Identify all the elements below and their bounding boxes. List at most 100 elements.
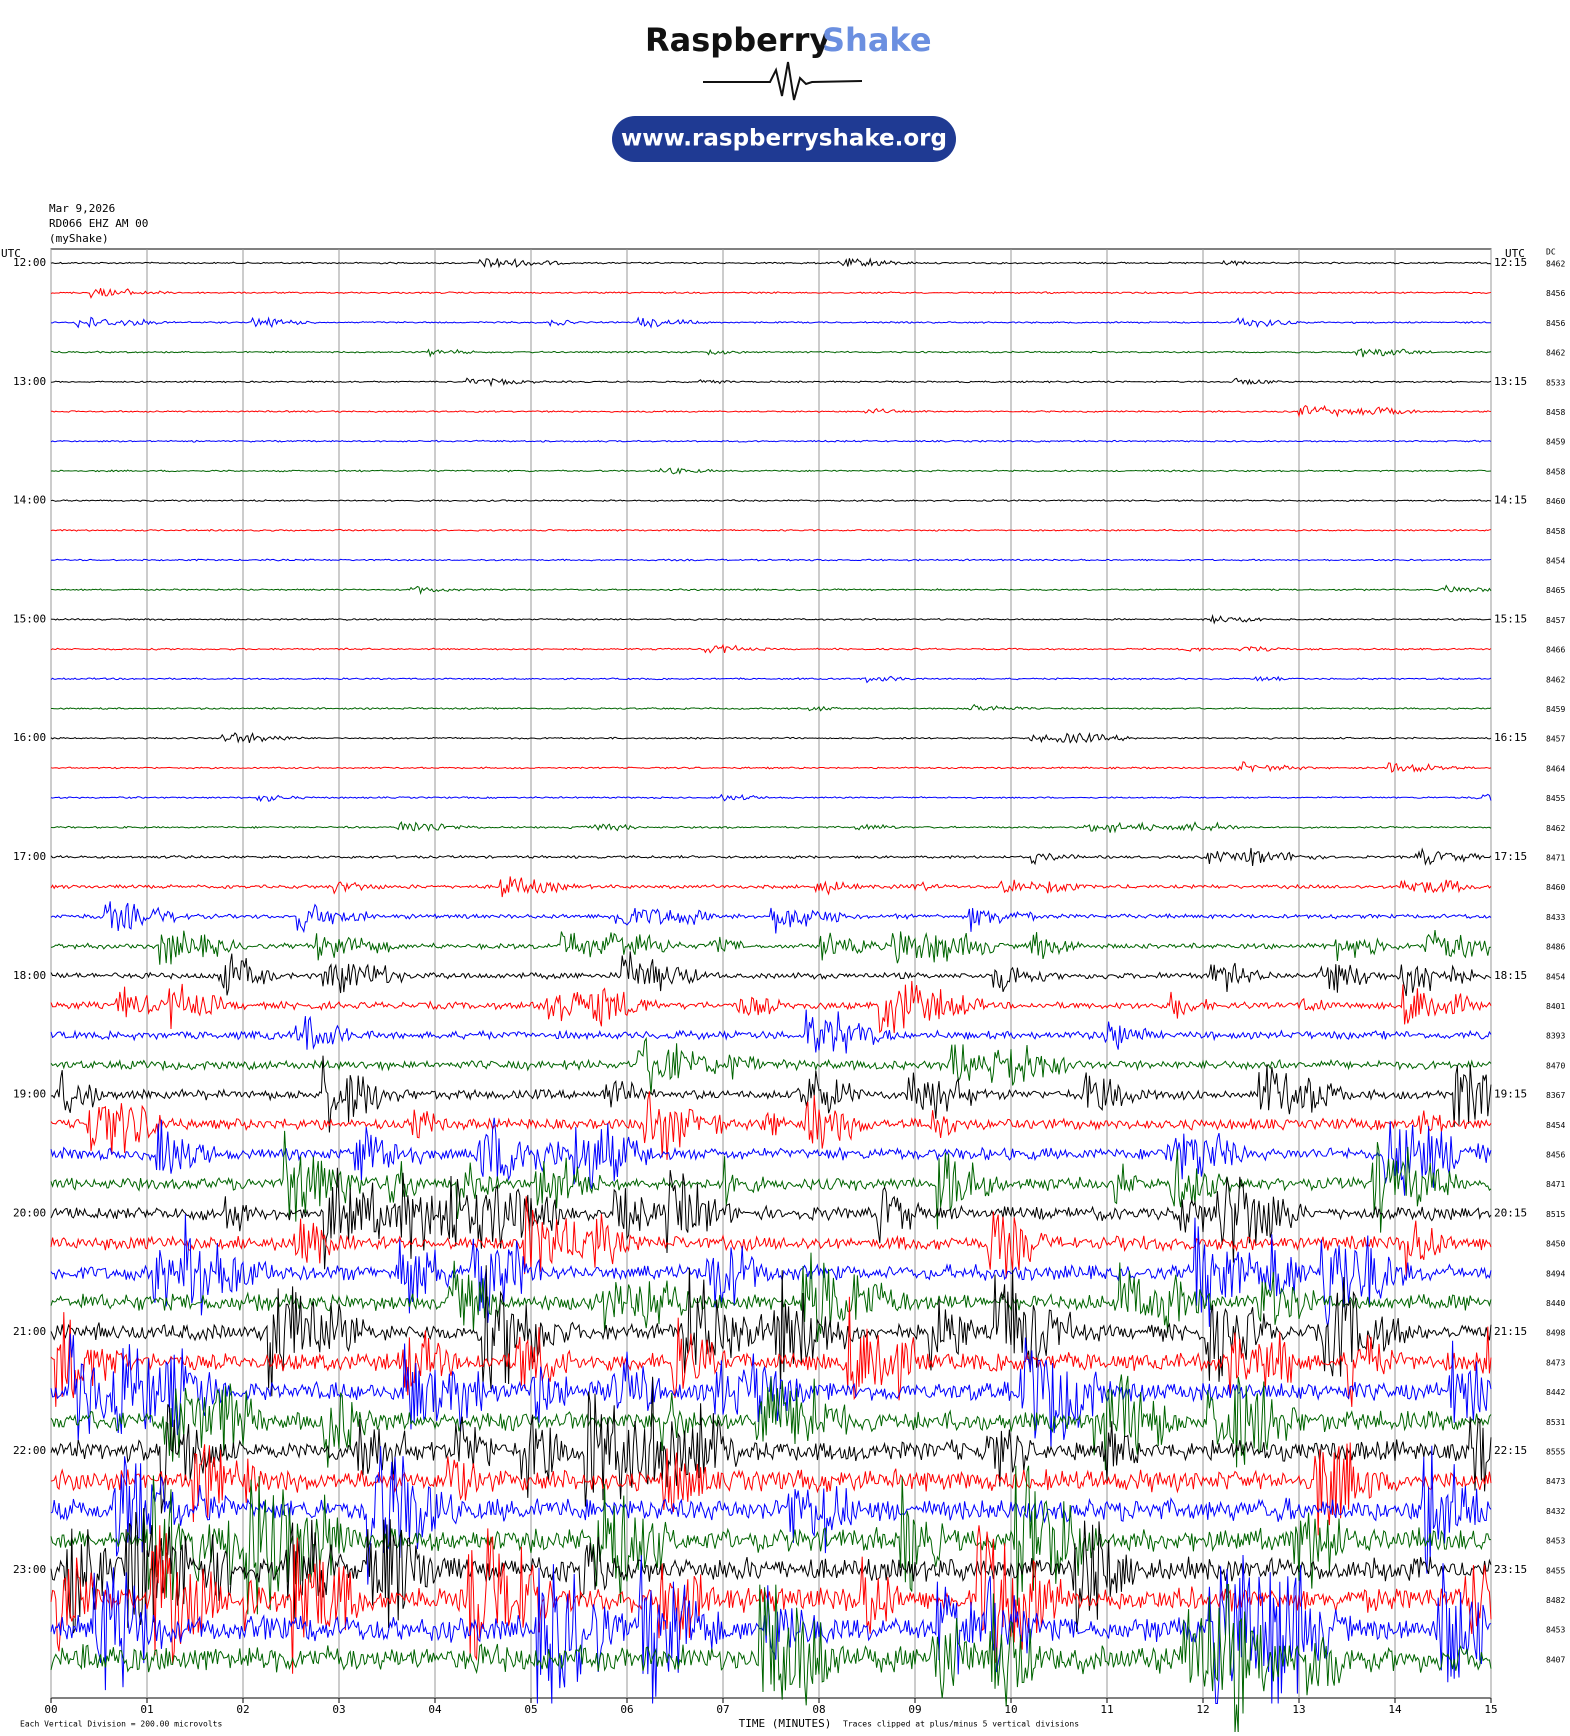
brand-second: Shake (822, 21, 932, 59)
x-axis-title: TIME (MINUTES) (739, 1717, 832, 1730)
row-label-left: 15:00 (13, 612, 46, 625)
x-tick-label: 00 (44, 1703, 57, 1716)
dc-value: 8367 (1546, 1091, 1565, 1100)
x-tick-label: 07 (716, 1703, 729, 1716)
dc-value: 8471 (1546, 1180, 1565, 1189)
trace (51, 1508, 1491, 1633)
dc-value: 8462 (1546, 824, 1565, 833)
dc-value: 8455 (1546, 794, 1565, 803)
x-tick-label: 08 (812, 1703, 825, 1716)
trace (51, 586, 1491, 594)
row-label-left: 20:00 (13, 1206, 46, 1219)
trace (51, 733, 1491, 743)
dc-value: 8486 (1546, 943, 1565, 952)
dc-value: 8442 (1546, 1388, 1565, 1397)
scale-note: Each Vertical Division = 200.00 microvol… (20, 1720, 222, 1729)
dc-value: 8454 (1546, 972, 1565, 981)
row-label-left: 13:00 (13, 375, 46, 388)
x-tick-label: 15 (1484, 1703, 1497, 1716)
dc-value: 8531 (1546, 1418, 1565, 1427)
trace (51, 406, 1491, 416)
dc-value: 8454 (1546, 557, 1565, 566)
row-label-right: 16:15 (1494, 731, 1527, 744)
dc-value: 8453 (1546, 1626, 1565, 1635)
dc-value: 8494 (1546, 1269, 1565, 1278)
x-tick-label: 12 (1196, 1703, 1209, 1716)
trace (51, 468, 1491, 474)
row-label-left: 21:00 (13, 1325, 46, 1338)
trace (51, 705, 1491, 711)
row-label-right: 21:15 (1494, 1325, 1527, 1338)
trace (51, 349, 1491, 357)
x-tick-label: 11 (1100, 1703, 1113, 1716)
dc-value: 8440 (1546, 1299, 1565, 1308)
trace (51, 500, 1491, 502)
source: (myShake) (49, 232, 109, 245)
trace (51, 676, 1491, 682)
trace (51, 876, 1491, 897)
dc-value: 8459 (1546, 438, 1565, 447)
dc-value: 8470 (1546, 1061, 1565, 1070)
trace (51, 1443, 1491, 1536)
dc-value: 8482 (1546, 1596, 1565, 1605)
brand-first: Raspberry (645, 21, 830, 59)
plot: 00 01 02 03 04 05 06 07 08 09 10 11 12 13 14 15TIME (MI… (1, 202, 1565, 1732)
trace (51, 317, 1491, 327)
trace (51, 762, 1491, 772)
dc-value: 8473 (1546, 1358, 1565, 1367)
clip-note: Traces clipped at plus/minus 5 vertical … (843, 1720, 1079, 1729)
dc-value: 8459 (1546, 705, 1565, 714)
dc-value: 8433 (1546, 913, 1565, 922)
trace (51, 1466, 1491, 1615)
dc-value: 8458 (1546, 527, 1565, 536)
dc-value: 8462 (1546, 260, 1565, 269)
dc-value: 8450 (1546, 1240, 1565, 1249)
trace (51, 1010, 1491, 1054)
trace (51, 645, 1491, 653)
row-label-left: 16:00 (13, 731, 46, 744)
dc-value: 8457 (1546, 616, 1565, 625)
x-tick-label: 14 (1388, 1703, 1402, 1716)
row-label-left: 18:00 (13, 969, 46, 982)
x-tick-label: 13 (1292, 1703, 1305, 1716)
dc-value: 8471 (1546, 854, 1565, 863)
trace (51, 848, 1491, 866)
row-label-left: 14:00 (13, 494, 46, 507)
station: RD066 EHZ AM 00 (49, 217, 148, 230)
dc-value: 8473 (1546, 1477, 1565, 1486)
dc-value: 8515 (1546, 1210, 1565, 1219)
dc-value: 8462 (1546, 349, 1565, 358)
dc-value: 8457 (1546, 735, 1565, 744)
row-label-left: 22:00 (13, 1444, 46, 1457)
trace (51, 1446, 1491, 1585)
x-tick-label: 03 (332, 1703, 345, 1716)
dc-value: 8458 (1546, 408, 1565, 417)
trace (51, 1039, 1491, 1095)
dc-value: 8462 (1546, 675, 1565, 684)
trace (51, 288, 1491, 297)
dc-value: 8453 (1546, 1537, 1565, 1546)
row-label-right: 17:15 (1494, 850, 1527, 863)
x-tick-label: 06 (620, 1703, 633, 1716)
row-label-right: 12:15 (1494, 256, 1527, 269)
x-tick-label: 02 (236, 1703, 249, 1716)
dc-value: 8393 (1546, 1032, 1565, 1041)
trace (51, 378, 1491, 385)
dc-value: 8458 (1546, 467, 1565, 476)
trace (51, 794, 1491, 801)
dc-value: 8465 (1546, 586, 1565, 595)
trace (51, 440, 1491, 442)
row-label-left: 17:00 (13, 850, 46, 863)
x-tick-label: 09 (908, 1703, 921, 1716)
trace (51, 981, 1491, 1033)
url[interactable]: www.raspberryshake.org (621, 126, 947, 152)
dc-value: 8456 (1546, 1151, 1565, 1160)
row-label-right: 19:15 (1494, 1088, 1527, 1101)
x-tick-label: 05 (524, 1703, 537, 1716)
row-label-right: 22:15 (1494, 1444, 1527, 1457)
trace (51, 1131, 1491, 1233)
dc-value: 8460 (1546, 883, 1565, 892)
trace (51, 258, 1491, 267)
